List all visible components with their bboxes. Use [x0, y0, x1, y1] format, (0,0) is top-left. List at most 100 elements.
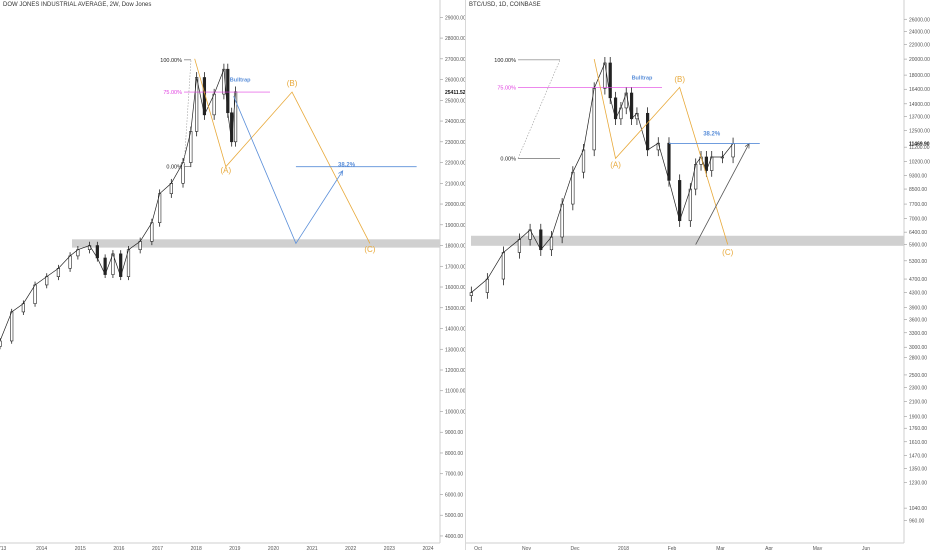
y-tick-label: 2100.00: [909, 399, 927, 405]
btc-chart-svg: 960.00 1040.00 1230.00 1350.00 1470.00 1610.0…: [466, 0, 930, 550]
y-tick-label: 3600.00: [909, 318, 927, 324]
candle-body: [0, 340, 2, 347]
y-tick-label: 24000.00: [909, 29, 930, 35]
y-tick-label: 2300.00: [909, 386, 927, 392]
y-tick-label: 13700.00: [909, 115, 930, 121]
candle-body: [169, 182, 173, 194]
x-tick-label: 2015: [75, 546, 86, 550]
y-tick-label: 5300.00: [909, 259, 927, 265]
candle-body: [485, 278, 489, 293]
dow-chart-panel: DOW JONES INDUSTRIAL AVERAGE, 2W, Dow Jo…: [0, 0, 466, 550]
y-tick-label: 8500.00: [909, 187, 927, 193]
candle-body: [592, 88, 596, 151]
x-tick-label: 2023: [384, 546, 395, 550]
y-tick-label: 8000.00: [445, 451, 463, 457]
fib-level-label: 0.00%: [500, 156, 516, 162]
y-tick-label: 20000.00: [445, 202, 466, 208]
y-tick-label: 27000.00: [445, 57, 466, 63]
y-tick-label: 18000.00: [445, 244, 466, 250]
candle-body: [549, 236, 554, 251]
candle-body: [212, 93, 216, 116]
candle-body: [45, 276, 49, 286]
price-line: [0, 69, 236, 342]
y-tick-label: 26000.00: [909, 17, 930, 23]
y-tick-label: 1350.00: [909, 467, 927, 473]
blue-projection-path: [233, 96, 343, 245]
annotation-label: 38.2%: [338, 163, 356, 169]
y-tick-label: 12000.00: [445, 368, 466, 374]
candle-body: [571, 171, 575, 205]
x-tick-label: Jun: [862, 546, 870, 550]
candle-body: [150, 222, 154, 242]
y-tick-label: 10000.00: [445, 409, 466, 415]
y-tick-label: 4300.00: [909, 291, 927, 297]
y-tick-label: 12500.00: [909, 128, 930, 134]
last-price-label: 11469.90: [909, 142, 930, 148]
annotation-label: (A): [610, 160, 621, 169]
chart-title: DOW JONES INDUSTRIAL AVERAGE, 2W, Dow Jo…: [3, 2, 152, 8]
candle-body: [469, 292, 473, 296]
candle-body: [539, 229, 543, 251]
annotation-label: Bulltrap: [230, 78, 251, 84]
y-tick-label: 26000.00: [445, 78, 466, 84]
y-tick-label: 23000.00: [445, 140, 466, 146]
x-tick-label: Dec: [571, 546, 580, 550]
fib-level-label: 0.00%: [166, 165, 182, 171]
x-tick-label: Oct: [474, 546, 482, 550]
price-line: [471, 61, 734, 293]
candle-body: [581, 149, 586, 173]
support-zone: [72, 239, 440, 248]
candle-body: [501, 252, 505, 280]
y-tick-label: 1040.00: [909, 506, 927, 512]
y-tick-label: 5900.00: [909, 243, 927, 249]
x-tick-label: 2018: [618, 546, 629, 550]
x-tick-label: 2016: [113, 546, 124, 550]
x-tick-label: '13: [0, 546, 6, 550]
candle-body: [667, 142, 671, 181]
y-tick-label: 21000.00: [445, 181, 466, 187]
annotation-label: (C): [722, 248, 733, 257]
x-tick-label: 2020: [268, 546, 279, 550]
x-tick-label: 2019: [229, 546, 240, 550]
x-tick-label: 2018: [191, 546, 202, 550]
y-tick-label: 22000.00: [909, 43, 930, 49]
arrowhead: [338, 170, 344, 176]
annotation-label: (B): [674, 75, 685, 84]
candle-body: [678, 180, 682, 222]
annotation-label: 38.2%: [703, 131, 721, 137]
y-tick-label: 25000.00: [445, 98, 466, 104]
x-tick-label: May: [813, 546, 823, 550]
candle-body: [560, 203, 564, 238]
orange-abc-path: [194, 58, 371, 244]
y-tick-label: 10200.00: [909, 159, 930, 165]
btc-chart-panel: BTC/USD, 1D, COINBASE 960.00 1040.00 1230.…: [466, 0, 932, 550]
x-tick-label: Mar: [716, 546, 725, 550]
y-tick-label: 960.00: [909, 518, 925, 524]
y-tick-label: 1230.00: [909, 481, 927, 487]
y-tick-label: 16000.00: [445, 285, 466, 291]
y-tick-label: 19000.00: [445, 223, 466, 229]
y-tick-label: 6400.00: [909, 230, 927, 236]
fib-level-label: 75.00%: [497, 85, 516, 91]
y-tick-label: 1760.00: [909, 426, 927, 432]
y-tick-label: 20000.00: [909, 57, 930, 63]
fib-level-label: 100.00%: [160, 58, 182, 64]
last-price-label: 25411.52: [445, 90, 466, 96]
y-tick-label: 28000.00: [445, 36, 466, 42]
orange-abc-path: [593, 59, 729, 245]
y-tick-label: 3000.00: [909, 345, 927, 351]
annotation-label: Bulltrap: [632, 75, 653, 81]
chart-title: BTC/USD, 1D, COINBASE: [469, 2, 541, 8]
fib-level-label: 75.00%: [163, 90, 182, 96]
y-tick-label: 13000.00: [445, 347, 466, 353]
y-tick-label: 2800.00: [909, 356, 927, 362]
y-tick-label: 15000.00: [445, 306, 466, 312]
x-tick-label: 2024: [422, 546, 433, 550]
candle-body: [646, 112, 650, 151]
y-tick-label: 9000.00: [445, 430, 463, 436]
annotation-label: (C): [364, 245, 375, 254]
y-tick-label: 16400.00: [909, 87, 930, 93]
x-tick-label: 2017: [152, 546, 163, 550]
y-tick-label: 22000.00: [445, 161, 466, 167]
candle-body: [33, 284, 37, 304]
